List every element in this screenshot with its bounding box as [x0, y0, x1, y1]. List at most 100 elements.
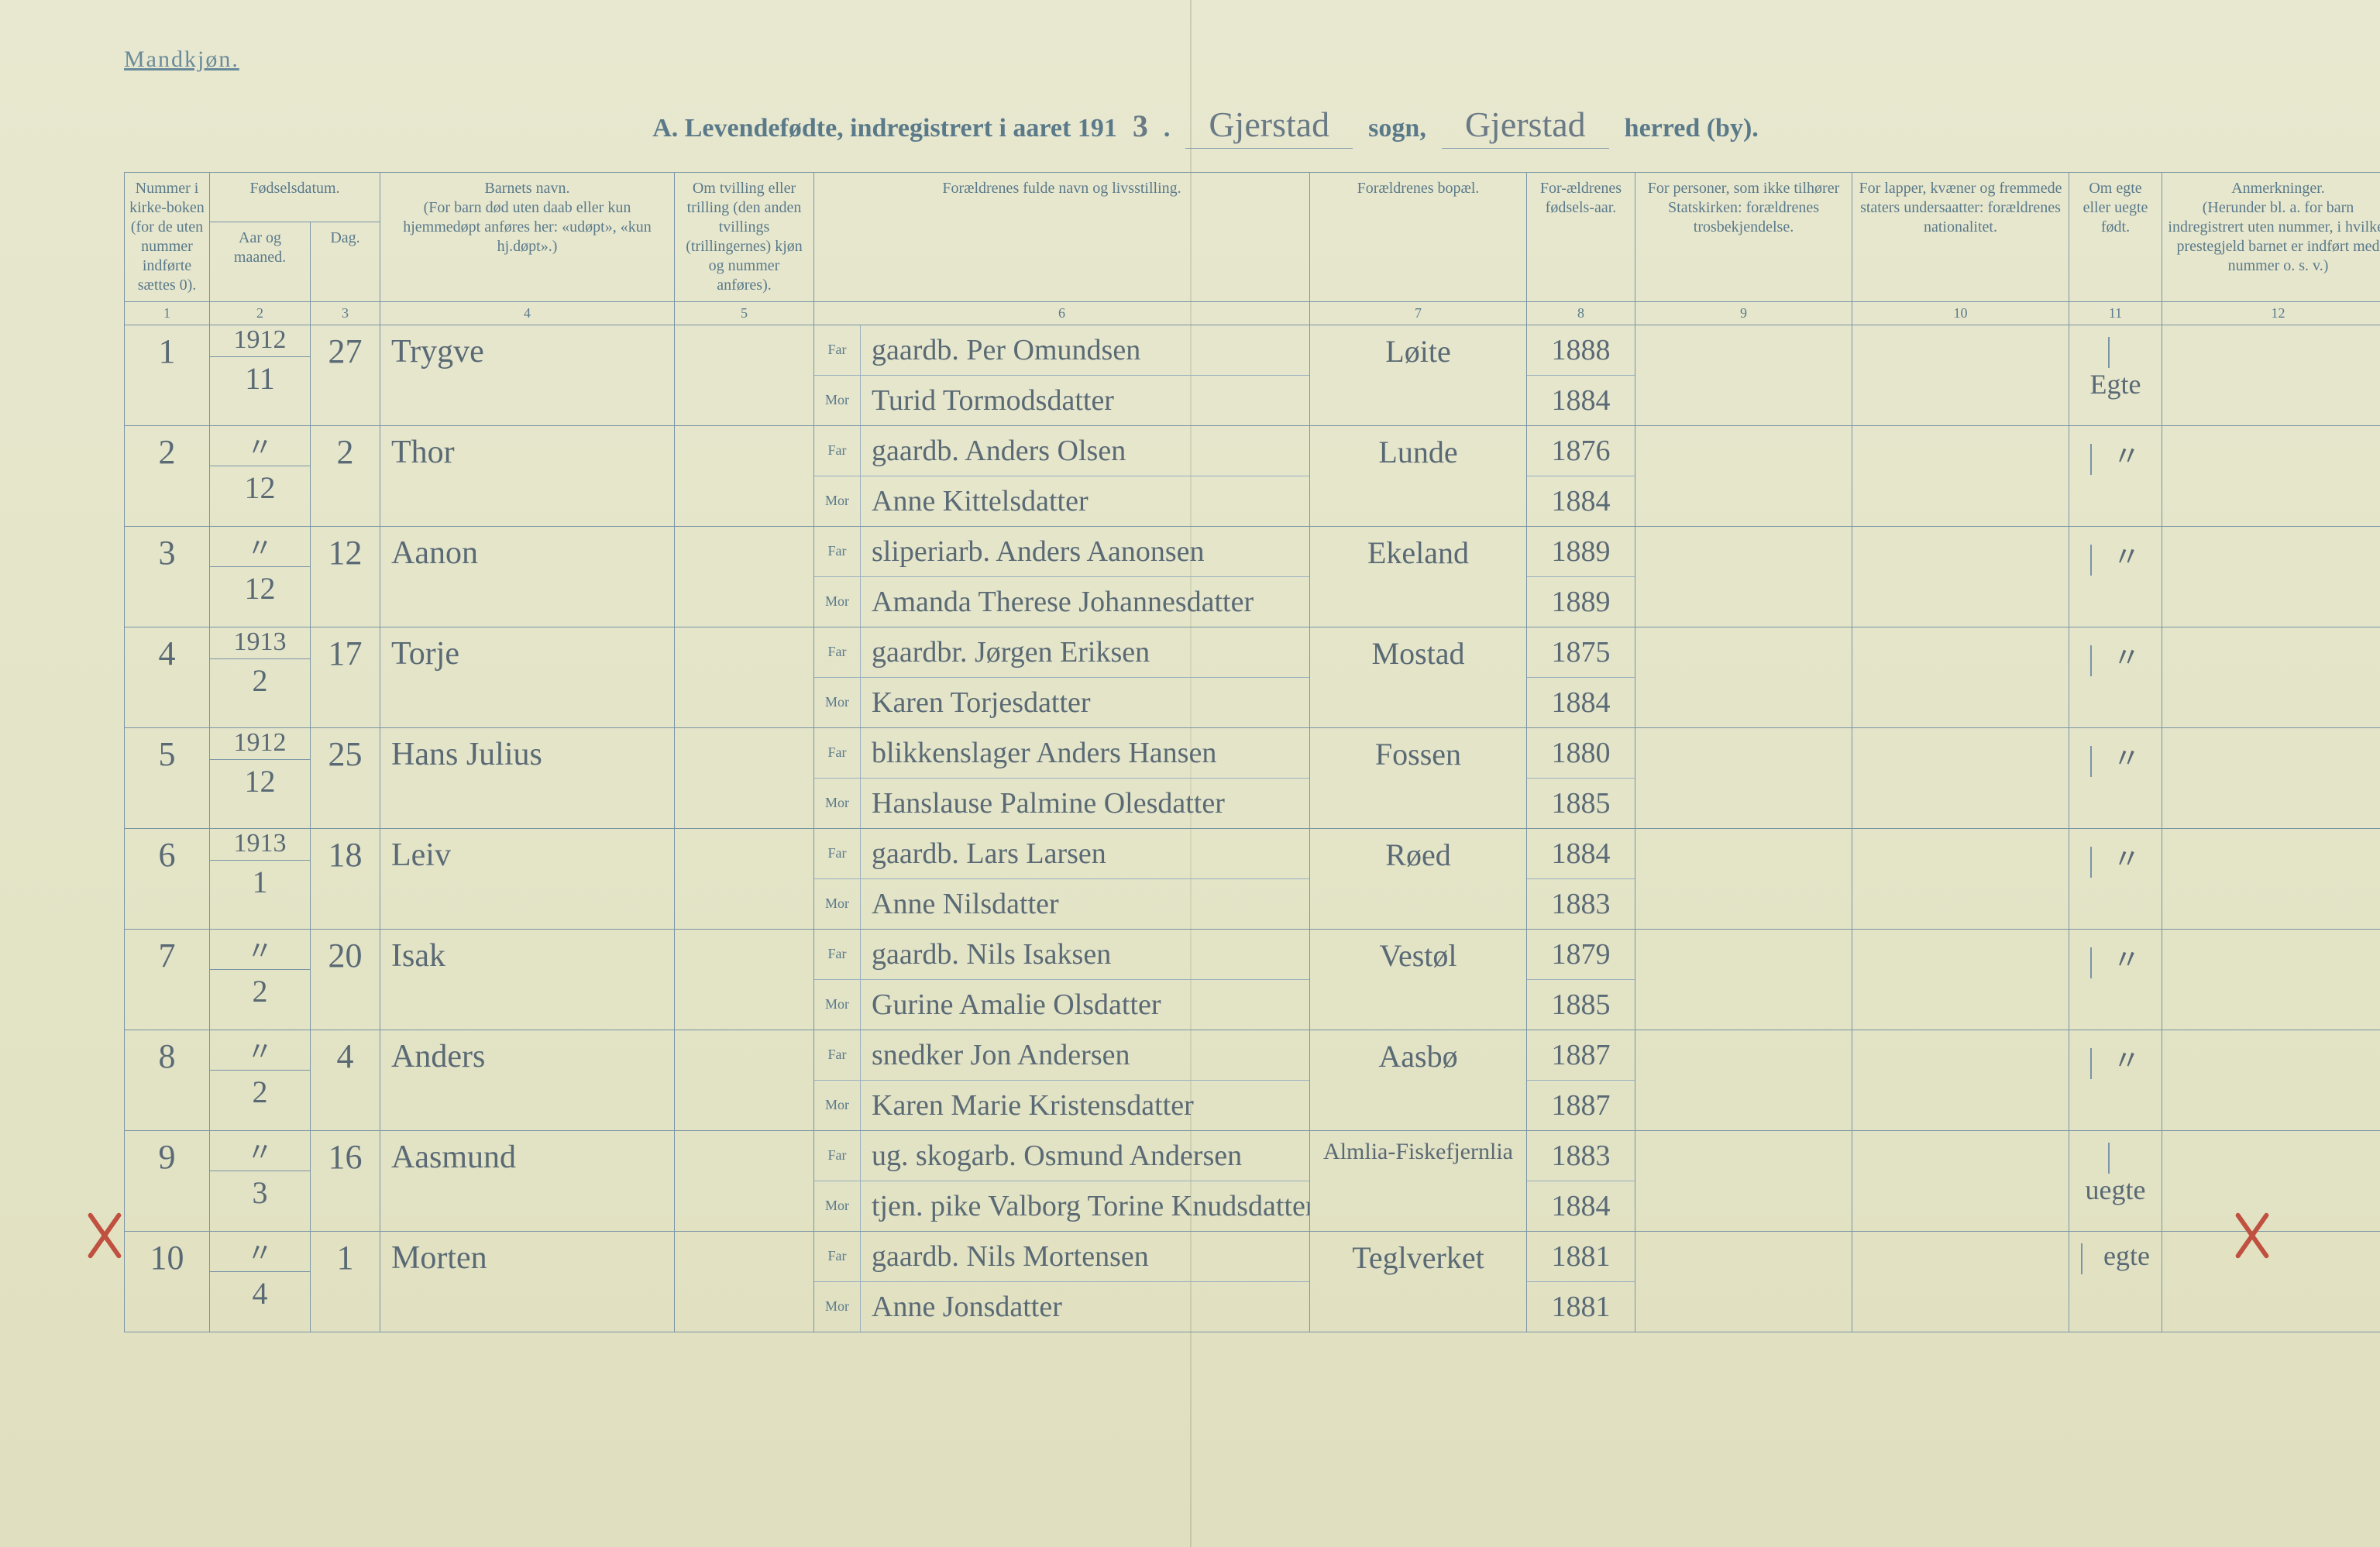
- residence: Aasbø: [1310, 1030, 1527, 1131]
- nationality-cell: [1852, 426, 2069, 527]
- religion-cell: [1635, 627, 1852, 728]
- nationality-cell: [1852, 527, 2069, 627]
- religion-cell: [1635, 1232, 1852, 1332]
- colnum: 7: [1310, 302, 1527, 325]
- mother-name: Amanda Therese Johannesdatter: [861, 582, 1309, 622]
- twin-cell: [675, 527, 814, 627]
- legitimacy: 〃: [2069, 426, 2162, 527]
- far-label: Far: [814, 426, 861, 476]
- colnum: 6: [814, 302, 1310, 325]
- date-year-month: 〃12: [210, 426, 311, 527]
- father-name: snedker Jon Andersen: [861, 1035, 1309, 1075]
- mother-name: Karen Marie Kristensdatter: [861, 1085, 1309, 1126]
- legitimacy: egte: [2069, 1232, 2162, 1332]
- tick-mark-icon: [2108, 1143, 2124, 1174]
- father-birthyear: 1879: [1527, 930, 1635, 980]
- table-row: 119121127TrygveFargaardb. Per OmundsenMo…: [125, 325, 2380, 426]
- mor-label: Mor: [814, 879, 861, 930]
- entry-number: 4: [125, 627, 210, 728]
- twin-cell: [675, 1232, 814, 1332]
- remarks-cell: [2162, 728, 2380, 829]
- col-header-11: Om egte eller uegte født.: [2069, 173, 2162, 302]
- colnum: 1: [125, 302, 210, 325]
- entry-number: 2: [125, 426, 210, 527]
- father-name: gaardb. Lars Larsen: [861, 834, 1309, 874]
- father-birthyear: 1887: [1527, 1030, 1635, 1081]
- month: 3: [210, 1171, 310, 1211]
- parent-birthyears: 18841883: [1527, 829, 1635, 930]
- mother-name: Gurine Amalie Olsdatter: [861, 985, 1309, 1025]
- legitimacy: 〃: [2069, 930, 2162, 1030]
- red-cross-mark-icon: [77, 1208, 132, 1263]
- far-label: Far: [814, 325, 861, 375]
- mother-birthyear: 1884: [1527, 678, 1635, 728]
- year: 〃: [210, 930, 310, 970]
- day: 16: [311, 1131, 380, 1232]
- parent-birthyears: 18811881: [1527, 1232, 1635, 1332]
- col-header-2b: Dag.: [311, 222, 380, 302]
- date-year-month: 〃12: [210, 527, 311, 627]
- parent-birthyears: 18761884: [1527, 426, 1635, 527]
- mor-label: Mor: [814, 779, 861, 829]
- parent-birthyears: 18791885: [1527, 930, 1635, 1030]
- entry-number: 8: [125, 1030, 210, 1131]
- parents-cell: Fargaardbr. Jørgen EriksenMorKaren Torje…: [814, 627, 1310, 728]
- colnum: 10: [1852, 302, 2069, 325]
- parents-cell: Fargaardb. Nils IsaksenMorGurine Amalie …: [814, 930, 1310, 1030]
- date-year-month: 〃3: [210, 1131, 311, 1232]
- nationality-cell: [1852, 930, 2069, 1030]
- residence: Lunde: [1310, 426, 1527, 527]
- mor-label: Mor: [814, 577, 861, 627]
- date-year-month: 〃2: [210, 930, 311, 1030]
- father-birthyear: 1876: [1527, 426, 1635, 476]
- father-name: gaardb. Anders Olsen: [861, 431, 1309, 471]
- child-name: Trygve: [380, 325, 675, 426]
- day: 1: [311, 1232, 380, 1332]
- residence: Teglverket: [1310, 1232, 1527, 1332]
- residence: Løite: [1310, 325, 1527, 426]
- legitimacy: 〃: [2069, 829, 2162, 930]
- father-name: sliperiarb. Anders Aanonsen: [861, 531, 1309, 572]
- mother-birthyear: 1884: [1527, 376, 1635, 426]
- father-name: gaardb. Nils Isaksen: [861, 934, 1309, 975]
- table-row: 8〃24AndersFarsnedker Jon AndersenMorKare…: [125, 1030, 2380, 1131]
- year: 1912: [210, 325, 310, 357]
- parent-birthyears: 18831884: [1527, 1131, 1635, 1232]
- tick-mark-icon: [2090, 545, 2106, 576]
- far-label: Far: [814, 930, 861, 979]
- nationality-cell: [1852, 325, 2069, 426]
- day: 2: [311, 426, 380, 527]
- month: 11: [210, 357, 310, 397]
- parents-cell: Farug. skogarb. Osmund AndersenMortjen. …: [814, 1131, 1310, 1232]
- parents-cell: Farsnedker Jon AndersenMorKaren Marie Kr…: [814, 1030, 1310, 1131]
- child-name: Morten: [380, 1232, 675, 1332]
- parent-birthyears: 18751884: [1527, 627, 1635, 728]
- date-year-month: 19132: [210, 627, 311, 728]
- father-birthyear: 1875: [1527, 627, 1635, 678]
- religion-cell: [1635, 527, 1852, 627]
- mother-birthyear: 1883: [1527, 879, 1635, 930]
- father-birthyear: 1880: [1527, 728, 1635, 779]
- legitimacy: 〃: [2069, 728, 2162, 829]
- ledger-page: Mandkjøn. A. Levendefødte, indregistrert…: [0, 0, 2380, 1547]
- mor-label: Mor: [814, 376, 861, 426]
- nationality-cell: [1852, 1131, 2069, 1232]
- tick-mark-icon: [2090, 645, 2106, 676]
- year: 〃: [210, 1232, 310, 1272]
- col-header-8: For-ældrenes fødsels-aar.: [1527, 173, 1635, 302]
- far-label: Far: [814, 728, 861, 778]
- mother-birthyear: 1885: [1527, 779, 1635, 829]
- child-name: Torje: [380, 627, 675, 728]
- father-name: blikkenslager Anders Hansen: [861, 733, 1309, 773]
- col-header-9: For personer, som ikke tilhører Statskir…: [1635, 173, 1852, 302]
- residence: Fossen: [1310, 728, 1527, 829]
- mother-birthyear: 1884: [1527, 1181, 1635, 1232]
- month: 4: [210, 1272, 310, 1312]
- parents-cell: Fargaardb. Lars LarsenMorAnne Nilsdatter: [814, 829, 1310, 930]
- tick-mark-icon: [2090, 746, 2106, 777]
- mor-label: Mor: [814, 476, 861, 527]
- tick-mark-icon: [2090, 444, 2106, 475]
- day: 18: [311, 829, 380, 930]
- religion-cell: [1635, 930, 1852, 1030]
- father-name: gaardbr. Jørgen Eriksen: [861, 632, 1309, 672]
